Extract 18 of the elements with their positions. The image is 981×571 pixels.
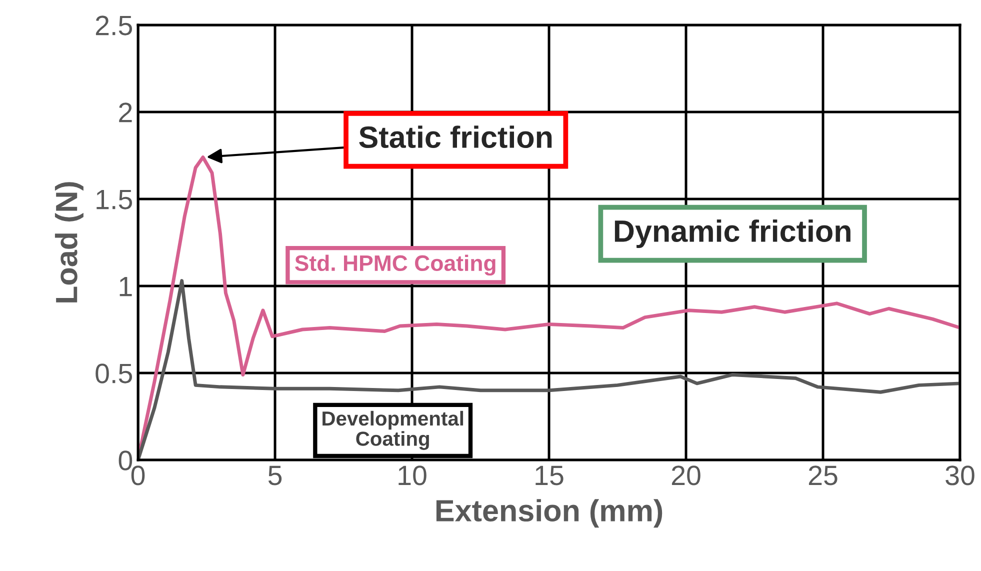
annotation: Dynamic friction <box>614 220 850 248</box>
y-tick-label: 1 <box>120 276 132 296</box>
y-tick-label: 1.5 <box>96 190 132 210</box>
x-tick-label: 15 <box>536 466 564 486</box>
y-tick-label: 2 <box>119 102 132 122</box>
x-tick-label: 20 <box>672 466 700 486</box>
y-tick-label: 0.5 <box>96 364 132 384</box>
x-tick-label: 30 <box>946 466 974 486</box>
x-tick-label: 25 <box>808 466 838 486</box>
y-tick-label: 2.5 <box>96 16 132 36</box>
annotation: Static friction <box>359 126 552 148</box>
y-axis-title: Load (N) <box>54 182 84 302</box>
x-axis-title: Extension (mm) <box>436 499 662 528</box>
x-tick-label: 5 <box>268 466 282 486</box>
y-tick-label: 0 <box>118 450 132 470</box>
text: Std. HPMC Coating <box>294 254 496 276</box>
series-label: Developmental Coating <box>322 410 464 450</box>
x-tick-label: 10 <box>398 466 426 486</box>
